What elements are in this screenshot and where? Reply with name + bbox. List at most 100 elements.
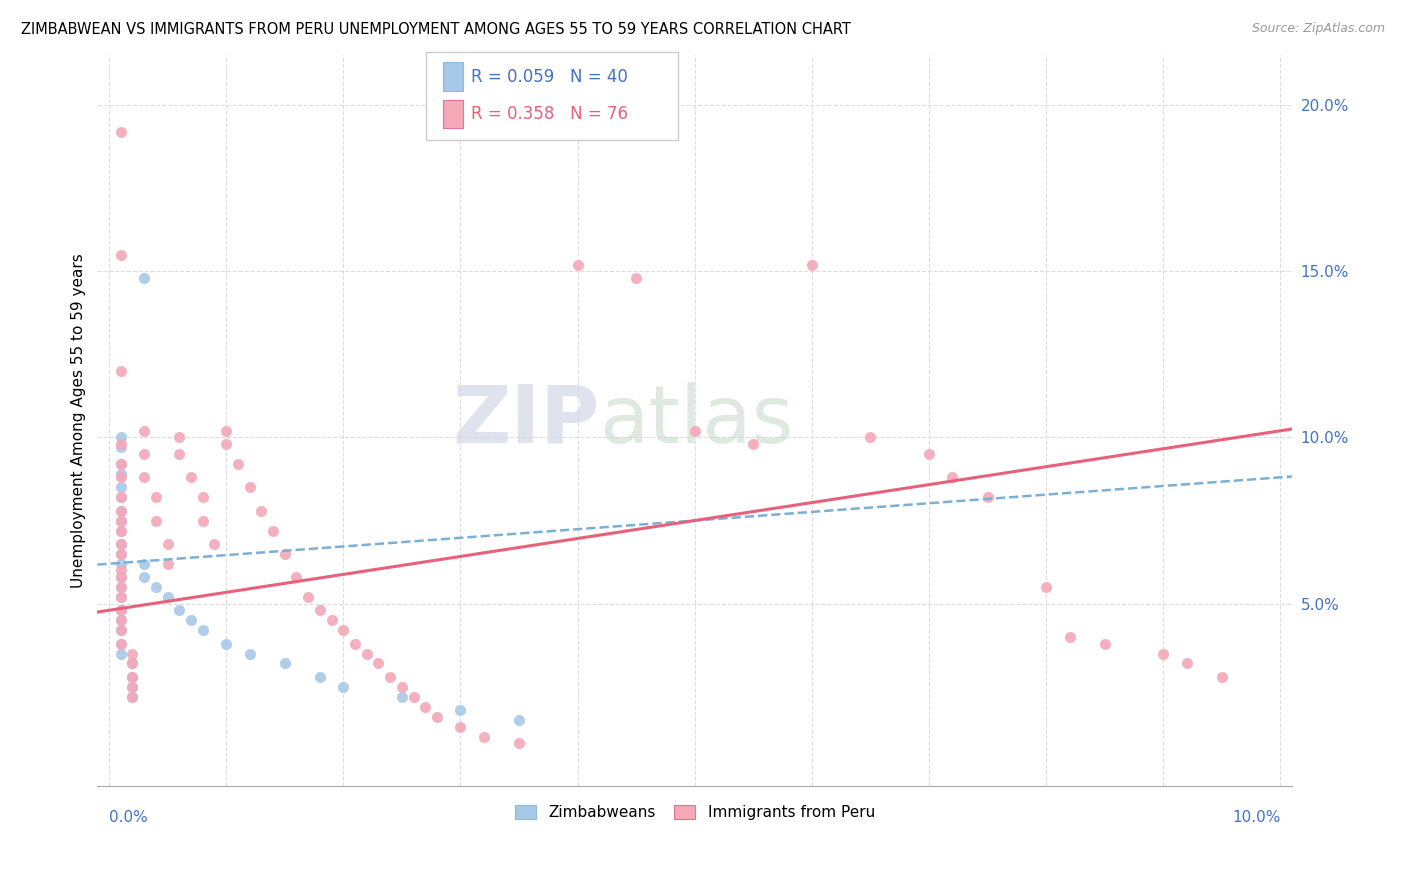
Point [110, 524, 132, 538]
Point [121, 690, 143, 704]
Point [309, 603, 332, 617]
Point [110, 457, 132, 471]
Point [156, 557, 179, 571]
Text: 10.0%: 10.0% [1232, 810, 1281, 825]
Point [110, 503, 132, 517]
Point [321, 613, 343, 627]
Point [169, 430, 191, 444]
Point [204, 537, 226, 551]
Point [110, 563, 132, 577]
Point [110, 247, 132, 261]
Point [110, 125, 132, 139]
Text: Source: ZipAtlas.com: Source: ZipAtlas.com [1251, 22, 1385, 36]
Point [110, 570, 132, 584]
Point [110, 480, 132, 494]
Point [110, 503, 132, 517]
Point [110, 537, 132, 551]
Legend: Zimbabweans, Immigrants from Peru: Zimbabweans, Immigrants from Peru [509, 799, 882, 826]
Point [156, 537, 179, 551]
Point [426, 709, 449, 723]
Point [215, 424, 238, 438]
Point [110, 603, 132, 617]
Point [110, 364, 132, 378]
Point [110, 524, 132, 538]
Point [110, 570, 132, 584]
Point [800, 258, 823, 272]
Text: 0.0%: 0.0% [110, 810, 148, 825]
Point [567, 258, 589, 272]
Point [683, 424, 706, 438]
Point [110, 636, 132, 650]
Point [226, 457, 249, 471]
Point [180, 613, 202, 627]
Point [415, 699, 437, 714]
Point [134, 447, 156, 461]
Point [121, 690, 143, 704]
Point [1152, 647, 1174, 661]
Point [274, 547, 297, 561]
Point [309, 670, 332, 684]
Point [134, 470, 156, 484]
Point [402, 690, 425, 704]
Point [110, 437, 132, 451]
Point [1211, 670, 1233, 684]
Point [215, 437, 238, 451]
Text: R = 0.059   N = 40: R = 0.059 N = 40 [471, 68, 628, 86]
Point [239, 647, 262, 661]
Point [134, 271, 156, 285]
Point [145, 490, 167, 504]
Point [332, 680, 354, 694]
Point [250, 503, 273, 517]
Point [274, 657, 297, 671]
Point [110, 590, 132, 604]
Point [472, 730, 495, 744]
Point [449, 703, 471, 717]
Point [367, 657, 389, 671]
Point [110, 624, 132, 638]
Point [110, 547, 132, 561]
Point [110, 457, 132, 471]
Point [121, 647, 143, 661]
Point [110, 514, 132, 528]
Point [449, 720, 471, 734]
Point [110, 613, 132, 627]
Point [145, 580, 167, 594]
Point [121, 680, 143, 694]
Point [121, 657, 143, 671]
Point [356, 647, 378, 661]
Point [110, 603, 132, 617]
Point [110, 580, 132, 594]
Text: atlas: atlas [599, 382, 793, 459]
Point [742, 437, 765, 451]
Point [110, 647, 132, 661]
Point [110, 470, 132, 484]
Point [508, 736, 530, 750]
Point [285, 570, 308, 584]
Point [110, 547, 132, 561]
Point [110, 430, 132, 444]
Point [110, 624, 132, 638]
Point [134, 424, 156, 438]
Point [332, 624, 354, 638]
Point [1035, 580, 1057, 594]
Point [1175, 657, 1198, 671]
Point [624, 271, 647, 285]
Point [262, 524, 284, 538]
Text: ZIMBABWEAN VS IMMIGRANTS FROM PERU UNEMPLOYMENT AMONG AGES 55 TO 59 YEARS CORREL: ZIMBABWEAN VS IMMIGRANTS FROM PERU UNEMP… [21, 22, 851, 37]
Point [121, 657, 143, 671]
Point [110, 590, 132, 604]
Point [121, 670, 143, 684]
Point [508, 713, 530, 727]
Point [110, 636, 132, 650]
Point [941, 470, 963, 484]
Point [191, 514, 214, 528]
Point [110, 467, 132, 481]
Point [344, 636, 367, 650]
Point [110, 441, 132, 455]
Point [121, 680, 143, 694]
Point [297, 590, 319, 604]
Point [110, 537, 132, 551]
Point [391, 680, 413, 694]
Text: ZIP: ZIP [451, 382, 599, 459]
Point [180, 470, 202, 484]
